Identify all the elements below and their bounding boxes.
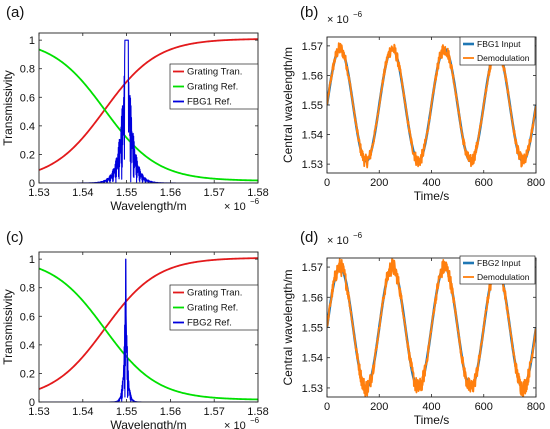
x-tick-label: 1.56	[160, 187, 181, 199]
x-exponent-label: × 10	[224, 420, 246, 429]
x-tick-label: 400	[422, 177, 440, 189]
panel-label: (b)	[300, 4, 318, 21]
y-tick-label: 1.54	[302, 353, 323, 365]
y-tick-label: 0.2	[20, 149, 35, 161]
x-tick-label: 800	[527, 177, 545, 189]
legend-label: FBG1 Input	[477, 39, 521, 49]
x-tick-label: 1.55	[116, 187, 137, 199]
y-axis-label: Central wavelength/m	[281, 269, 295, 385]
y-tick-label: 1.57	[302, 262, 323, 274]
series-line	[39, 38, 258, 171]
y-axis-label: Central wavelength/m	[281, 47, 295, 163]
legend-box	[459, 36, 536, 66]
legend-box	[169, 63, 259, 110]
x-tick-label: 1.58	[247, 406, 268, 418]
plot-area	[39, 38, 258, 183]
x-tick-label: 600	[475, 401, 493, 413]
x-tick-label: 1.57	[203, 187, 224, 199]
x-exponent-power: −6	[250, 197, 260, 206]
x-tick-label: 1.53	[28, 187, 49, 199]
series-line	[39, 257, 258, 390]
x-tick-label: 200	[370, 177, 388, 189]
x-tick-label: 200	[370, 401, 388, 413]
x-axis-label: Wavelength/m	[110, 418, 186, 429]
y-tick-label: 1.53	[302, 383, 323, 395]
legend-label: Demodulation	[477, 53, 530, 63]
y-tick-label: 0.8	[20, 64, 35, 76]
x-tick-label: 1.53	[28, 406, 49, 418]
y-tick-label: 1.56	[302, 70, 323, 82]
legend: Grating Tran. Grating Ref. FBG1 Ref.	[169, 63, 259, 110]
y-tick-label: 1.56	[302, 292, 323, 304]
legend-label: Grating Tran.	[187, 288, 242, 299]
y-tick-label: 0.8	[20, 283, 35, 295]
legend-box	[459, 255, 536, 285]
y-tick-label: 1	[29, 35, 35, 47]
y-exponent-label: × 10	[327, 14, 349, 26]
legend-label: FBG2 Input	[477, 258, 521, 268]
x-axis-label: Wavelength/m	[110, 199, 186, 213]
y-tick-label: 1.55	[302, 323, 323, 335]
y-tick-label: 0.4	[20, 121, 35, 133]
legend: Grating Tran. Grating Ref. FBG2 Ref.	[169, 284, 259, 331]
y-tick-label: 0.2	[20, 368, 35, 380]
y-tick-label: 0.6	[20, 311, 35, 323]
y-exponent-power: −6	[353, 10, 363, 19]
chart-panel: 1.53 1.54 1.55 1.56 1.57 1.58 0 0.2 0.4 0.6 0.8 1 Wa…	[1, 4, 269, 213]
y-tick-label: 0.6	[20, 92, 35, 104]
panel-label: (d)	[300, 229, 318, 246]
y-tick-label: 1.53	[302, 159, 323, 171]
series-line	[39, 267, 258, 401]
y-tick-label: 1.54	[302, 130, 323, 142]
x-exponent-label: × 10	[224, 201, 246, 213]
legend: FBG1 Input Demodulation	[459, 36, 536, 66]
x-tick-label: 1.57	[203, 406, 224, 418]
y-axis-label: Transmissivity	[1, 289, 15, 365]
legend-label: FBG1 Ref.	[187, 97, 232, 108]
y-exponent-power: −6	[353, 231, 363, 240]
x-tick-label: 800	[527, 401, 545, 413]
x-tick-label: 0	[324, 177, 330, 189]
series-line	[39, 48, 258, 182]
x-axis-label: Time/s	[414, 413, 450, 427]
x-tick-label: 600	[475, 177, 493, 189]
legend-label: FBG2 Ref.	[187, 318, 232, 329]
y-exponent-label: × 10	[327, 235, 349, 247]
chart-panel: 0 200 400 600 800 1.53 1.54 1.55 1.56 1.57 Time/s C…	[281, 229, 545, 427]
chart-panel: 0 200 400 600 800 1.53 1.54 1.55 1.56 1.57 Time/s C…	[281, 4, 545, 203]
legend-label: Grating Tran.	[187, 67, 242, 78]
y-tick-label: 0	[29, 397, 35, 409]
y-tick-label: 1.55	[302, 100, 323, 112]
legend-box	[169, 284, 259, 331]
x-tick-label: 1.54	[72, 406, 93, 418]
x-tick-label: 1.58	[247, 187, 268, 199]
panel-label: (a)	[6, 4, 24, 21]
legend-label: Grating Ref.	[187, 82, 238, 93]
x-tick-label: 1.54	[72, 187, 93, 199]
x-tick-label: 1.56	[160, 406, 181, 418]
panel-label: (c)	[6, 229, 24, 246]
y-tick-label: 0	[29, 178, 35, 190]
x-tick-label: 0	[324, 401, 330, 413]
x-tick-label: 1.55	[116, 406, 137, 418]
y-axis-label: Transmissivity	[1, 70, 15, 146]
x-exponent-power: −6	[250, 416, 260, 425]
legend-label: Demodulation	[477, 272, 530, 282]
plot-area	[39, 257, 258, 402]
x-axis-label: Time/s	[414, 189, 450, 203]
y-tick-label: 0.4	[20, 340, 35, 352]
x-tick-label: 400	[422, 401, 440, 413]
legend: FBG2 Input Demodulation	[459, 255, 536, 285]
y-tick-label: 1	[29, 254, 35, 266]
y-tick-label: 1.57	[302, 41, 323, 53]
chart-panel: 1.53 1.54 1.55 1.56 1.57 1.58 0 0.2 0.4 0.6 0.8 1 Wa…	[1, 229, 269, 429]
legend-label: Grating Ref.	[187, 303, 238, 314]
